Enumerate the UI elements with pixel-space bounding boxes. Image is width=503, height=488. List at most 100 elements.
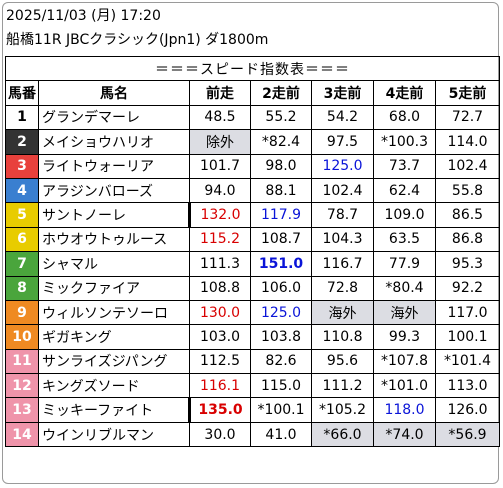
speed-index-cell: 海外: [311, 299, 374, 326]
speed-index-cell: 126.0: [435, 397, 500, 423]
horse-number-cell: 9: [5, 299, 39, 326]
speed-index-table: ＝＝＝スピード指数表＝＝＝ 馬番 馬名 前走 2走前 3走前 4走前 5走前 1…: [5, 55, 500, 448]
horse-number-cell: 12: [5, 373, 39, 399]
speed-index-cell: *100.3: [373, 129, 436, 155]
speed-index-cell: 112.5: [189, 348, 251, 375]
horse-name-cell: ライトウォーリア: [38, 153, 190, 179]
speed-index-cell: 除外: [189, 129, 251, 155]
speed-index-cell: 135.0: [188, 397, 251, 423]
speed-index-cell: *82.4: [250, 129, 312, 155]
speed-index-cell: 106.0: [250, 275, 312, 301]
speed-index-cell: 41.0: [250, 421, 312, 448]
horse-number-cell: 14: [5, 421, 39, 448]
horse-name-cell: ウインリブルマン: [38, 421, 190, 448]
speed-index-cell: 111.2: [311, 373, 374, 399]
speed-index-cell: 73.7: [373, 153, 436, 179]
speed-index-cell: 104.3: [311, 226, 374, 253]
table-row: 5 サントノーレ 132.0 117.9 78.7 109.0 86.5: [5, 202, 500, 228]
speed-index-cell: 102.4: [311, 177, 374, 204]
horse-number-cell: 3: [5, 153, 39, 179]
table-row: 13 ミッキーファイト 135.0 *100.1 *105.2 118.0 126.0: [5, 397, 500, 423]
horse-name-cell: サントノーレ: [38, 202, 190, 228]
speed-index-cell: 94.0: [189, 177, 251, 204]
speed-index-cell: 72.7: [435, 104, 500, 131]
speed-index-cell: 55.2: [250, 104, 312, 131]
speed-index-cell: *101.0: [373, 373, 436, 399]
speed-index-cell: 132.0: [188, 202, 251, 228]
speed-index-cell: 108.8: [189, 275, 251, 301]
speed-index-cell: 99.3: [373, 324, 436, 350]
speed-index-cell: 151.0: [250, 251, 312, 277]
speed-index-cell: 111.3: [189, 251, 251, 277]
speed-index-cell: 72.8: [311, 275, 374, 301]
speed-index-cell: 86.5: [435, 202, 500, 228]
speed-index-cell: 116.7: [311, 251, 374, 277]
table-row: 10 ギガキング 103.0 103.8 110.8 99.3 100.1: [5, 324, 500, 350]
speed-index-cell: 54.2: [311, 104, 374, 131]
speed-index-cell: 117.0: [435, 299, 500, 326]
table-row: 7 シャマル 111.3 151.0 116.7 77.9 95.3: [5, 251, 500, 277]
speed-index-cell: 30.0: [189, 421, 251, 448]
speed-index-cell: 117.9: [250, 202, 312, 228]
horse-name-cell: メイショウハリオ: [38, 129, 190, 155]
speed-index-cell: *101.4: [435, 348, 500, 375]
speed-index-cell: 116.1: [189, 373, 251, 399]
horse-number-cell: 11: [5, 348, 39, 375]
speed-index-cell: 115.2: [189, 226, 251, 253]
speed-index-cell: 101.7: [189, 153, 251, 179]
speed-index-cell: 78.7: [311, 202, 374, 228]
speed-index-cell: 68.0: [373, 104, 436, 131]
speed-index-cell: 海外: [373, 299, 436, 326]
speed-index-cell: 100.1: [435, 324, 500, 350]
table-row: 9 ウィルソンテソーロ 130.0 125.0 海外 海外 117.0: [5, 299, 500, 326]
table-row: 2 メイショウハリオ 除外 *82.4 97.5 *100.3 114.0: [5, 129, 500, 155]
col-header-5-races-ago: 5走前: [435, 80, 500, 106]
speed-index-cell: 102.4: [435, 153, 500, 179]
table-row: 6 ホウオウトゥルース 115.2 108.7 104.3 63.5 86.8: [5, 226, 500, 253]
speed-index-cell: 55.8: [435, 177, 500, 204]
horse-name-cell: ホウオウトゥルース: [38, 226, 190, 253]
horse-number-cell: 1: [5, 104, 39, 131]
race-title: 船橋11R JBCクラシック(Jpn1) ダ1800m: [6, 32, 269, 48]
horse-number-cell: 5: [5, 202, 39, 228]
speed-index-cell: 113.0: [435, 373, 500, 399]
speed-index-cell: 82.6: [250, 348, 312, 375]
table-title: ＝＝＝スピード指数表＝＝＝: [5, 55, 500, 82]
horse-name-cell: ウィルソンテソーロ: [38, 299, 190, 326]
table-row: 12 キングズソード 116.1 115.0 111.2 *101.0 113.0: [5, 373, 500, 399]
table-row: 4 アラジンバローズ 94.0 88.1 102.4 62.4 55.8: [5, 177, 500, 204]
table-row: 11 サンライズジパング 112.5 82.6 95.6 *107.8 *101.4: [5, 348, 500, 375]
speed-index-cell: *105.2: [311, 397, 374, 423]
speed-index-cell: 110.8: [311, 324, 374, 350]
speed-index-cell: 92.2: [435, 275, 500, 301]
speed-index-cell: 97.5: [311, 129, 374, 155]
speed-index-cell: 62.4: [373, 177, 436, 204]
col-header-number: 馬番: [5, 80, 39, 106]
table-row: 8 ミックファイア 108.8 106.0 72.8 *80.4 92.2: [5, 275, 500, 301]
table-row: 1 グランデマーレ 48.5 55.2 54.2 68.0 72.7: [5, 104, 500, 131]
speed-index-cell: 88.1: [250, 177, 312, 204]
horse-name-cell: グランデマーレ: [38, 104, 190, 131]
horse-number-cell: 4: [5, 177, 39, 204]
speed-index-cell: 125.0: [311, 153, 374, 179]
horse-name-cell: ミッキーファイト: [38, 397, 190, 423]
horse-name-cell: ギガキング: [38, 324, 190, 350]
speed-index-cell: 130.0: [189, 299, 251, 326]
horse-name-cell: サンライズジパング: [38, 348, 190, 375]
speed-index-cell: 109.0: [373, 202, 436, 228]
horse-name-cell: キングズソード: [38, 373, 190, 399]
horse-number-cell: 6: [5, 226, 39, 253]
horse-number-cell: 8: [5, 275, 39, 301]
speed-index-cell: *56.9: [435, 421, 500, 448]
speed-index-cell: *74.0: [373, 421, 436, 448]
speed-index-cell: 108.7: [250, 226, 312, 253]
speed-index-cell: 98.0: [250, 153, 312, 179]
horse-number-cell: 2: [5, 129, 39, 155]
horse-number-cell: 7: [5, 251, 39, 277]
speed-index-cell: *80.4: [373, 275, 436, 301]
horse-number-cell: 13: [5, 397, 39, 423]
speed-index-cell: 86.8: [435, 226, 500, 253]
speed-index-cell: 114.0: [435, 129, 500, 155]
speed-index-cell: 125.0: [250, 299, 312, 326]
speed-index-cell: *107.8: [373, 348, 436, 375]
